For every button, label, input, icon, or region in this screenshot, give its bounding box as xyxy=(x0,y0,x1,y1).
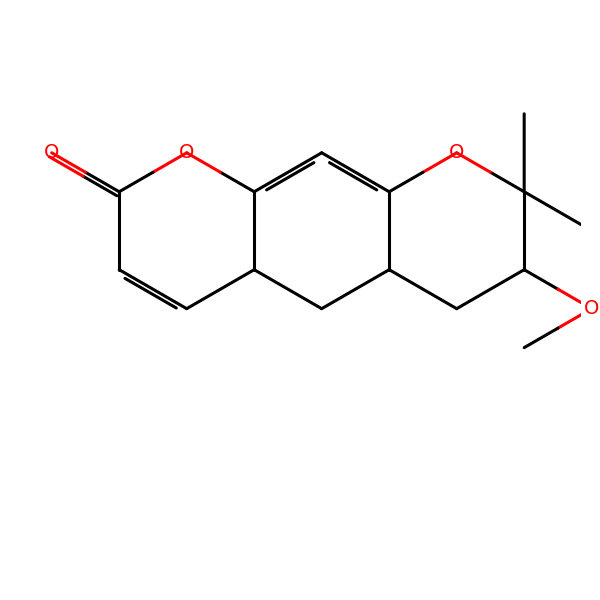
Text: O: O xyxy=(584,299,599,318)
Text: O: O xyxy=(44,143,59,162)
Text: O: O xyxy=(449,143,464,162)
Text: O: O xyxy=(179,143,194,162)
